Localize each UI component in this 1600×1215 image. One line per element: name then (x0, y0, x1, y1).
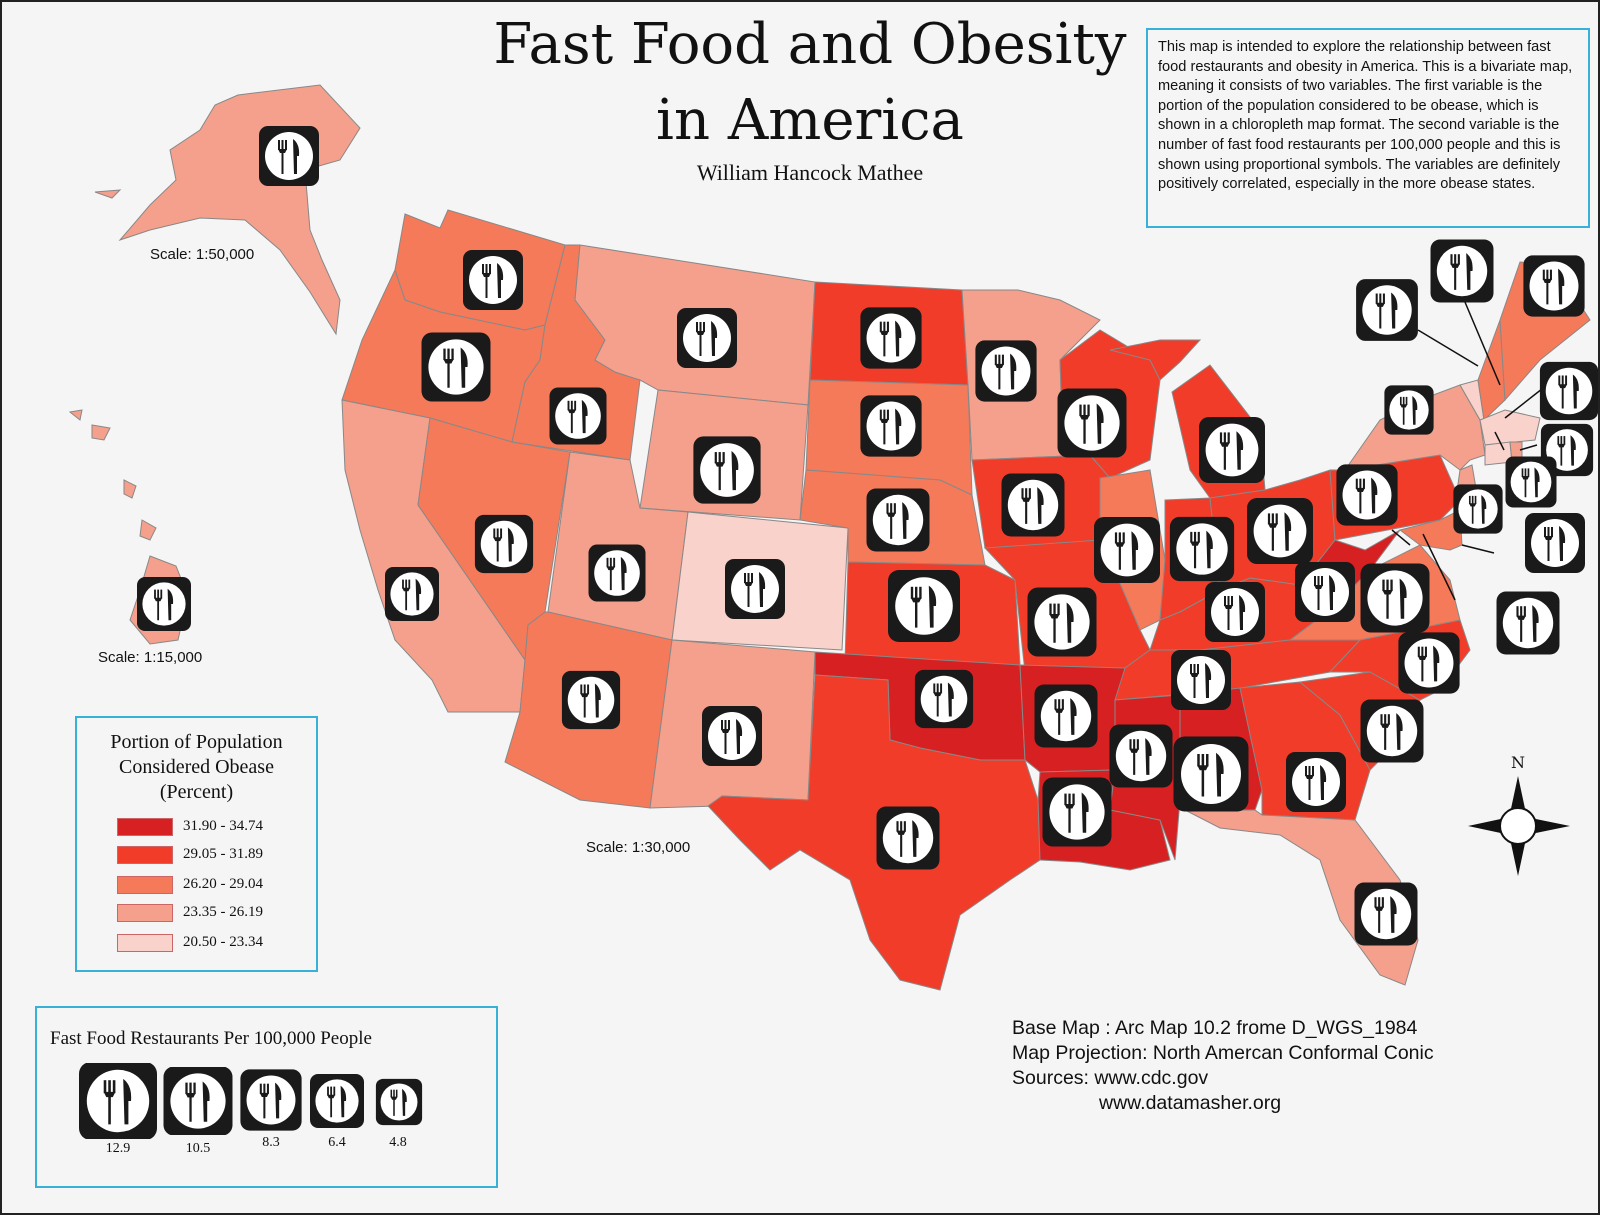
fastfood-icon (1356, 279, 1418, 341)
fastfood-icon (79, 1063, 157, 1139)
fastfood-icon (474, 514, 534, 574)
legend-class-label: 23.35 - 26.19 (183, 904, 263, 920)
fastfood-icon (385, 567, 439, 621)
fastfood-icon (975, 340, 1037, 402)
fastfood-icon (1398, 632, 1460, 694)
fastfood-icon (702, 706, 762, 766)
description-box: This map is intended to explore the rela… (1146, 28, 1590, 228)
fastfood-icon (1042, 777, 1112, 847)
state-massachusetts (1479, 409, 1541, 446)
credit-base-map: Base Map : Arc Map 10.2 frome D_WGS_1984 (1012, 1017, 1418, 1039)
fastfood-icon (1360, 699, 1424, 763)
fastfood-icon (1057, 388, 1127, 458)
fastfood-icon (1525, 513, 1585, 573)
scale-alaska: Scale: 1:50,000 (150, 246, 255, 263)
fastfood-icon (310, 1074, 364, 1128)
fastfood-icon (1286, 752, 1346, 812)
fastfood-icon (1496, 591, 1560, 655)
legend-class-label: 26.20 - 29.04 (183, 876, 263, 892)
fastfood-icon (1354, 882, 1418, 946)
legend-obesity-title-line: Portion of Population (110, 731, 283, 753)
fastfood-icon (588, 544, 646, 602)
fastfood-icon (860, 395, 922, 457)
fastfood-icon (866, 488, 930, 552)
legend-class-label: 31.90 - 34.74 (183, 818, 263, 834)
fastfood-icon (888, 570, 960, 642)
fastfood-icon (1523, 255, 1585, 317)
fastfood-icon (1034, 684, 1098, 748)
fastfood-icon (463, 250, 523, 310)
legend-swatch (117, 846, 173, 864)
fastfood-icon (1173, 736, 1249, 812)
fastfood-icon (137, 577, 191, 631)
fastfood-icon (1027, 587, 1097, 657)
legend-swatch (117, 876, 173, 894)
legend-swatch (117, 818, 173, 836)
fastfood-icon (876, 806, 940, 870)
fastfood-icon (1336, 464, 1398, 526)
legend-fastfood: Fast Food Restaurants Per 100,000 People… (35, 1006, 498, 1188)
fastfood-icon (1453, 484, 1503, 534)
fastfood-icon (677, 308, 737, 368)
legend-class-label: 20.50 - 23.34 (183, 934, 263, 950)
fastfood-icon (1205, 582, 1265, 642)
fastfood-icon (1169, 516, 1235, 582)
legend-class-label: 29.05 - 31.89 (183, 846, 263, 862)
credit-sources: Sources: www.cdc.gov (1012, 1067, 1209, 1089)
legend-swatch (117, 904, 173, 922)
state-alaska (118, 84, 361, 336)
legend-size-label: 10.5 (185, 1141, 211, 1156)
map-title-line1: Fast Food and Obesity (493, 12, 1127, 77)
fastfood-icon (1171, 650, 1231, 710)
fastfood-icon (1094, 517, 1160, 583)
compass-rose-icon: N (1468, 753, 1570, 876)
fastfood-icon (1001, 473, 1065, 537)
fastfood-icon (914, 669, 974, 729)
credit-projection: Map Projection: North Amercan Conformal … (1012, 1042, 1434, 1064)
credit-sources-2: www.datamasher.org (1099, 1092, 1282, 1114)
author: William Hancock Mathee (696, 160, 924, 185)
fastfood-icon (1505, 456, 1557, 508)
fastfood-icon (240, 1069, 302, 1131)
fastfood-icon (1360, 563, 1430, 633)
state-texas (707, 674, 1041, 991)
fastfood-icon (1539, 361, 1599, 421)
fastfood-icon (1109, 724, 1173, 788)
scale-mainland: Scale: 1:30,000 (586, 839, 691, 856)
fastfood-icon (1247, 498, 1313, 564)
legend-size-label: 4.8 (389, 1135, 407, 1150)
legend-obesity: Portion of Population Considered Obease … (75, 716, 318, 972)
fastfood-icon (860, 307, 922, 369)
legend-size-label: 8.3 (262, 1135, 280, 1150)
fastfood-icon (1295, 562, 1355, 622)
fastfood-icon (561, 670, 621, 730)
scale-hawaii: Scale: 1:15,000 (98, 649, 203, 666)
fastfood-icon (259, 126, 319, 186)
legend-size-label: 12.9 (105, 1141, 131, 1156)
legend-obesity-title: Portion of Population Considered Obease … (77, 730, 316, 805)
fastfood-icon (163, 1067, 233, 1135)
fastfood-icon (1430, 239, 1494, 303)
fastfood-icon (693, 436, 761, 504)
fastfood-icon (725, 559, 785, 619)
legend-obesity-title-line: (Percent) (159, 781, 234, 803)
fastfood-icon (1199, 417, 1265, 483)
fastfood-icon (1384, 385, 1434, 435)
legend-size-label: 6.4 (328, 1135, 346, 1150)
legend-swatch (117, 934, 173, 952)
fastfood-icon (549, 387, 607, 445)
credits: Base Map : Arc Map 10.2 frome D_WGS_1984… (1012, 1016, 1434, 1116)
legend-fastfood-title: Fast Food Restaurants Per 100,000 People (50, 1028, 372, 1049)
fastfood-icon (421, 332, 491, 402)
compass-north-label: N (1511, 753, 1525, 772)
map-title-line2: in America (656, 88, 964, 153)
legend-obesity-title-line: Considered Obease (119, 756, 274, 778)
fastfood-icon (375, 1078, 423, 1126)
